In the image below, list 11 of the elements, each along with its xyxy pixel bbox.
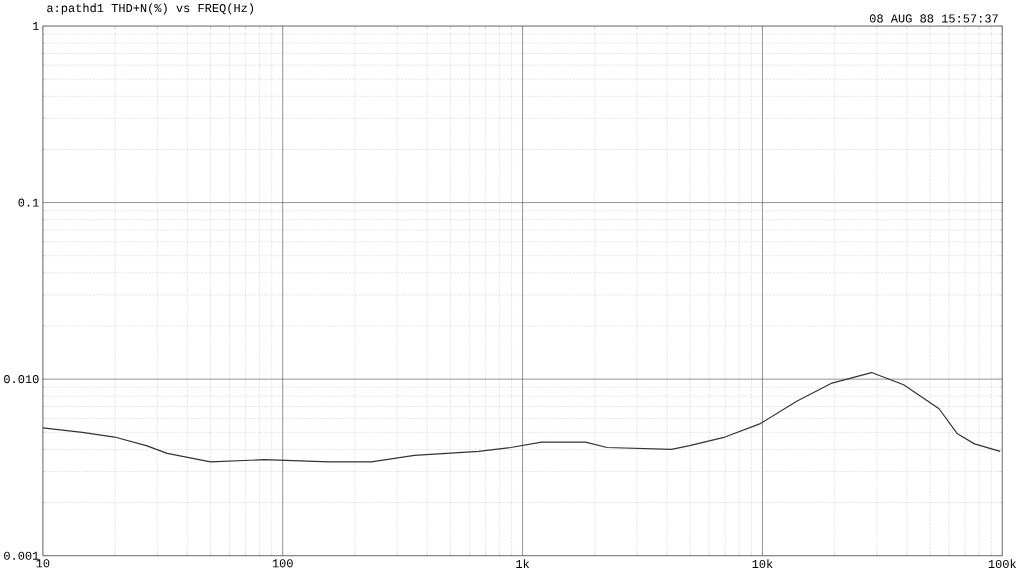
chart-title: a:pathd1 THD+N(%) vs FREQ(Hz): [47, 3, 254, 15]
x-tick-label: 100k: [988, 559, 1017, 568]
y-tick-label: 0.010: [4, 374, 39, 384]
x-tick-label: 10: [36, 559, 50, 568]
y-tick-label: 0.001: [4, 551, 39, 560]
y-tick-label: 0.1: [18, 198, 39, 207]
y-tick-label: 1: [32, 21, 39, 30]
text: 08 AUG 88 15:57:37: [869, 14, 998, 23]
x-tick-label: 10k: [752, 559, 773, 568]
x-tick-label: 100: [272, 559, 293, 568]
x-tick-label: 1k: [516, 559, 530, 568]
